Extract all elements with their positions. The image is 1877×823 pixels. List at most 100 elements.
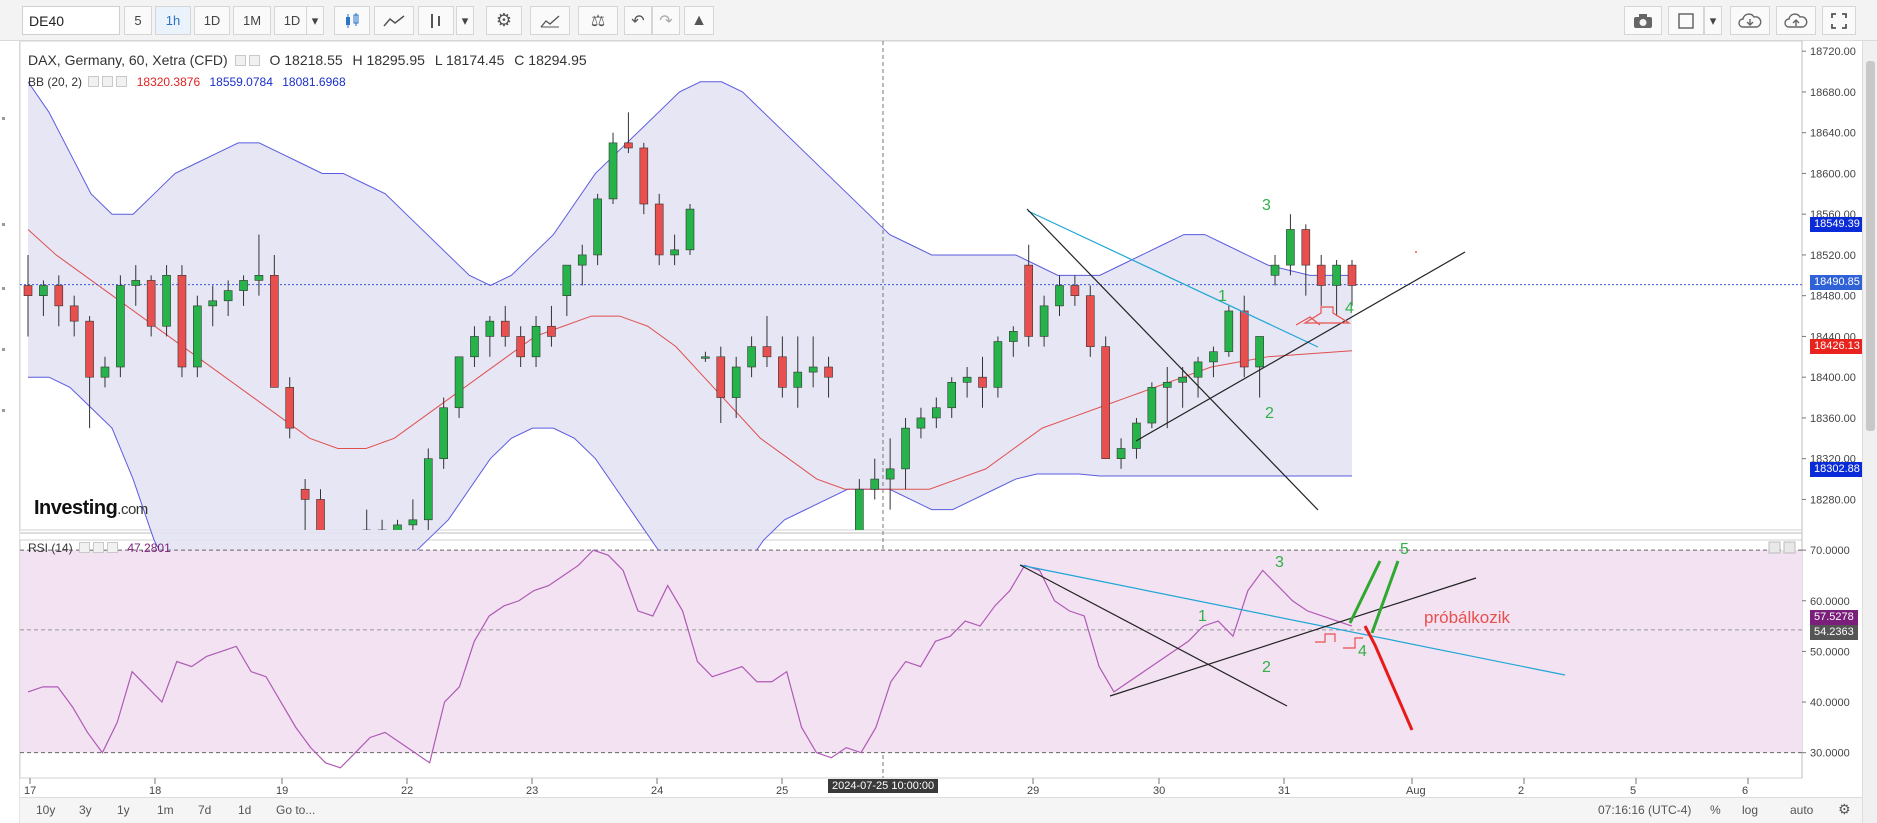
legend-close-icon[interactable] <box>116 76 128 87</box>
candle-body <box>947 381 957 409</box>
vertical-scrollbar[interactable] <box>1862 41 1877 823</box>
bb-basis-value: 18320.3876 <box>136 75 201 89</box>
percent-scale-toggle[interactable]: % <box>1710 803 1721 817</box>
range-1m[interactable]: 1m <box>157 803 174 817</box>
range-10y[interactable]: 10y <box>36 803 56 817</box>
legend-settings-icon[interactable] <box>93 542 105 553</box>
auto-scale-toggle[interactable]: auto <box>1790 803 1814 817</box>
candle-body <box>562 264 572 296</box>
interval-1d-button[interactable]: 1D <box>194 6 230 35</box>
candle-body <box>701 356 710 359</box>
range-7d[interactable]: 7d <box>198 803 212 817</box>
candle-body <box>993 341 1003 388</box>
bollinger-band-fill <box>28 81 1352 632</box>
symbol-input[interactable] <box>22 6 120 35</box>
price-tag-text: 18549.39 <box>1814 218 1860 230</box>
candle-body <box>208 300 218 307</box>
cloud-load-icon <box>1738 12 1762 28</box>
legend-eye-icon[interactable] <box>79 542 91 553</box>
ohlc-low: L 18174.45 <box>434 52 505 68</box>
trendline-down <box>1026 208 1319 511</box>
bar-style-button[interactable] <box>418 6 454 35</box>
scrollbar-thumb[interactable] <box>1866 61 1875 431</box>
tool-dot <box>2 223 5 226</box>
legend-settings-icon[interactable] <box>248 55 260 66</box>
compare-button[interactable]: ⚖ <box>578 6 618 35</box>
rsi-tick-label: 60.0000 <box>1810 596 1850 608</box>
ohlc-high: H 18295.95 <box>352 52 425 68</box>
price-tag-current: 18490.85 <box>1810 275 1864 290</box>
candle-body <box>162 275 171 327</box>
candle-body <box>131 280 141 286</box>
price-tag-upper: 18549.39 <box>1810 217 1864 232</box>
interval-1m-button[interactable]: 1M <box>233 6 271 35</box>
tool-dot <box>2 348 5 351</box>
annotation-number: 2 <box>1265 405 1274 422</box>
logo-brand: Investing <box>34 497 118 519</box>
cloud-load-button[interactable] <box>1730 6 1770 35</box>
interval-1h-button[interactable]: 1h <box>155 6 191 35</box>
candle-body <box>254 275 264 281</box>
candle-body <box>1332 264 1341 286</box>
settings-button[interactable]: ⚙ <box>486 6 522 35</box>
legend-settings-icon[interactable] <box>102 76 114 87</box>
fullscreen-button[interactable] <box>1822 6 1856 35</box>
rsi-line <box>27 549 1353 769</box>
y-tick-label: 18720.00 <box>1810 46 1856 58</box>
y-tick-label: 18520.00 <box>1810 250 1856 262</box>
screenshot-button[interactable] <box>1624 6 1662 35</box>
interval-1d-alt-button[interactable]: 1D <box>274 6 310 35</box>
candle-body <box>223 290 233 302</box>
log-scale-toggle[interactable]: log <box>1742 803 1759 817</box>
camera-icon <box>1634 13 1652 28</box>
x-tick-label: 2 <box>1518 785 1524 797</box>
alert-button[interactable]: ▲ <box>684 6 714 35</box>
range-1y[interactable]: 1y <box>117 803 130 817</box>
rsi-arrow-marker <box>1315 633 1336 643</box>
legend-close-icon[interactable] <box>107 542 119 553</box>
rsi-close-icon <box>1783 541 1796 554</box>
candle-body <box>1009 331 1018 342</box>
candle-type-button[interactable] <box>334 6 370 35</box>
interval-label: 1h <box>165 13 181 28</box>
candle-body <box>731 366 741 398</box>
range-1d[interactable]: 1d <box>238 803 252 817</box>
legend-eye-icon[interactable] <box>234 55 246 66</box>
bar-style-dropdown[interactable]: ▾ <box>456 6 474 35</box>
instrument-name: DAX, Germany, 60, Xetra (CFD) <box>28 52 228 68</box>
arrow-marker <box>1295 316 1321 326</box>
chevron-down-icon: ▾ <box>461 12 469 28</box>
candle-body <box>300 488 310 500</box>
cloud-save-button[interactable] <box>1776 6 1816 35</box>
candle-body <box>593 198 602 256</box>
candle-body <box>1224 310 1234 353</box>
goto-date-button[interactable]: Go to... <box>276 803 316 817</box>
ohlc-close: C 18294.95 <box>514 52 587 68</box>
candle-body <box>193 305 202 368</box>
studies-button[interactable] <box>530 6 570 35</box>
legend-eye-icon[interactable] <box>88 76 100 87</box>
rsi-tick-label: 40.0000 <box>1810 697 1850 709</box>
interval-5m-button[interactable]: 5 <box>124 6 152 35</box>
interval-dropdown-button[interactable]: ▾ <box>306 6 324 35</box>
trendline-resistance <box>1027 210 1319 348</box>
range-3y[interactable]: 3y <box>79 803 92 817</box>
indicators-button[interactable] <box>374 6 414 35</box>
annotation-number: 4 <box>1358 643 1367 660</box>
rsi-value: 47.2801 <box>127 541 171 555</box>
y-tick-label: 18680.00 <box>1810 87 1856 99</box>
candle-body <box>885 468 895 480</box>
candle-body <box>408 519 418 526</box>
undo-button[interactable]: ↶ <box>624 6 652 35</box>
layout-dropdown[interactable]: ▾ <box>1704 6 1722 35</box>
bottom-range-bar: 10y 3y 1y 1m 7d 1d Go to... 07:16:16 (UT… <box>20 797 1862 823</box>
redo-button[interactable]: ↷ <box>652 6 680 35</box>
gear-icon[interactable]: ⚙ <box>1838 801 1851 817</box>
candle-body <box>624 142 633 149</box>
arrow-marker <box>1302 306 1352 324</box>
clock-readout: 07:16:16 (UTC-4) <box>1598 803 1692 817</box>
x-tick-label: 6 <box>1742 785 1748 797</box>
chart-canvas[interactable]: 18280.0018320.0018360.0018400.0018440.00… <box>0 0 1862 797</box>
layout-button[interactable] <box>1668 6 1704 35</box>
rsi-name: RSI (14) <box>28 541 73 555</box>
